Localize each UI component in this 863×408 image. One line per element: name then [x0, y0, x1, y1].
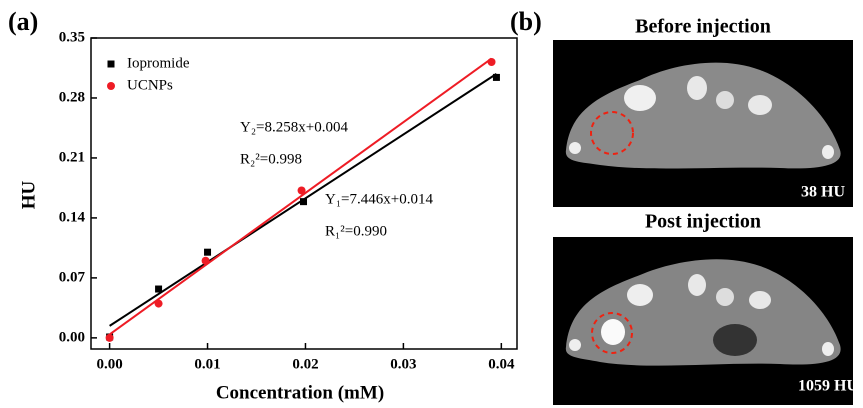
y-tick-label: 0.00 [59, 329, 85, 345]
legend-label: Iopromide [127, 55, 190, 71]
point [492, 73, 500, 81]
y-tick-label: 0.21 [59, 149, 85, 165]
panel-label: (a) [8, 7, 38, 36]
ct-image [553, 237, 853, 405]
image-value: 1059 HU [798, 378, 858, 395]
annotation: Y₂=8.258x+0.004 [240, 119, 348, 135]
point [105, 333, 114, 342]
image-title: Post injection [645, 211, 761, 233]
x-tick-label: 0.00 [96, 356, 122, 372]
point [300, 198, 308, 206]
point [154, 299, 163, 308]
y-tick-label: 0.07 [59, 269, 86, 285]
y-tick-label: 0.35 [59, 29, 85, 45]
annotation: R₂²=0.998 [240, 151, 302, 167]
legend-marker [107, 60, 115, 68]
point [204, 248, 212, 256]
image-value: 38 HU [801, 184, 845, 201]
y-axis-label: HU [18, 180, 39, 209]
point [297, 186, 306, 195]
image-title: Before injection [635, 16, 771, 38]
fit-line [109, 57, 493, 336]
ct-image [553, 40, 853, 207]
panel-label: (b) [510, 7, 542, 36]
point [487, 57, 496, 66]
plot-frame [90, 37, 518, 350]
legend-label: UCNPs [127, 77, 173, 93]
legend-marker [107, 82, 115, 90]
annotation: Y₁=7.446x+0.014 [325, 191, 433, 207]
y-tick-label: 0.14 [59, 209, 86, 225]
x-tick-label: 0.01 [194, 356, 220, 372]
annotation: R₁²=0.990 [325, 223, 387, 239]
x-tick-label: 0.02 [292, 356, 318, 372]
y-tick-label: 0.28 [59, 89, 85, 105]
x-tick-label: 0.03 [390, 356, 416, 372]
point [155, 285, 163, 293]
x-axis-label: Concentration (mM) [216, 382, 384, 403]
x-tick-label: 0.04 [488, 356, 515, 372]
point [201, 256, 210, 265]
